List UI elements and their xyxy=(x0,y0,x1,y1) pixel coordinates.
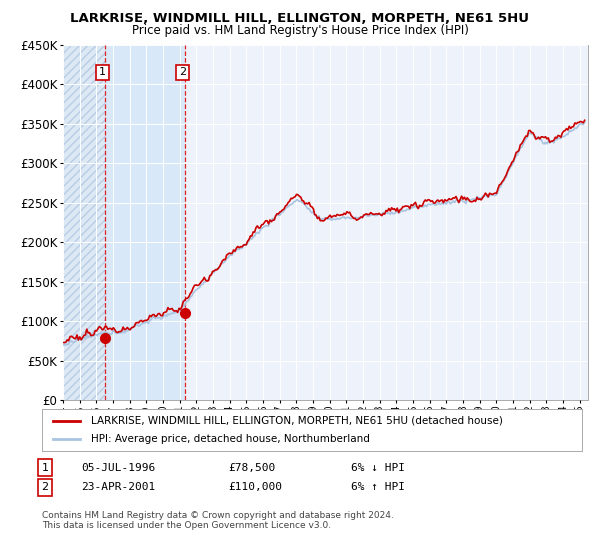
Bar xyxy=(105,45,185,400)
Text: 2: 2 xyxy=(41,482,49,492)
Text: 1: 1 xyxy=(99,67,106,77)
Text: 6% ↓ HPI: 6% ↓ HPI xyxy=(351,463,405,473)
Text: £78,500: £78,500 xyxy=(228,463,275,473)
Text: £110,000: £110,000 xyxy=(228,482,282,492)
Text: HPI: Average price, detached house, Northumberland: HPI: Average price, detached house, Nort… xyxy=(91,434,370,444)
Text: 23-APR-2001: 23-APR-2001 xyxy=(81,482,155,492)
Text: 05-JUL-1996: 05-JUL-1996 xyxy=(81,463,155,473)
Bar xyxy=(63,45,105,400)
Text: 2: 2 xyxy=(179,67,186,77)
Text: 6% ↑ HPI: 6% ↑ HPI xyxy=(351,482,405,492)
Text: 1: 1 xyxy=(41,463,49,473)
Text: Price paid vs. HM Land Registry's House Price Index (HPI): Price paid vs. HM Land Registry's House … xyxy=(131,24,469,36)
Text: LARKRISE, WINDMILL HILL, ELLINGTON, MORPETH, NE61 5HU: LARKRISE, WINDMILL HILL, ELLINGTON, MORP… xyxy=(71,12,530,25)
Text: Contains HM Land Registry data © Crown copyright and database right 2024.
This d: Contains HM Land Registry data © Crown c… xyxy=(42,511,394,530)
Text: LARKRISE, WINDMILL HILL, ELLINGTON, MORPETH, NE61 5HU (detached house): LARKRISE, WINDMILL HILL, ELLINGTON, MORP… xyxy=(91,416,502,426)
